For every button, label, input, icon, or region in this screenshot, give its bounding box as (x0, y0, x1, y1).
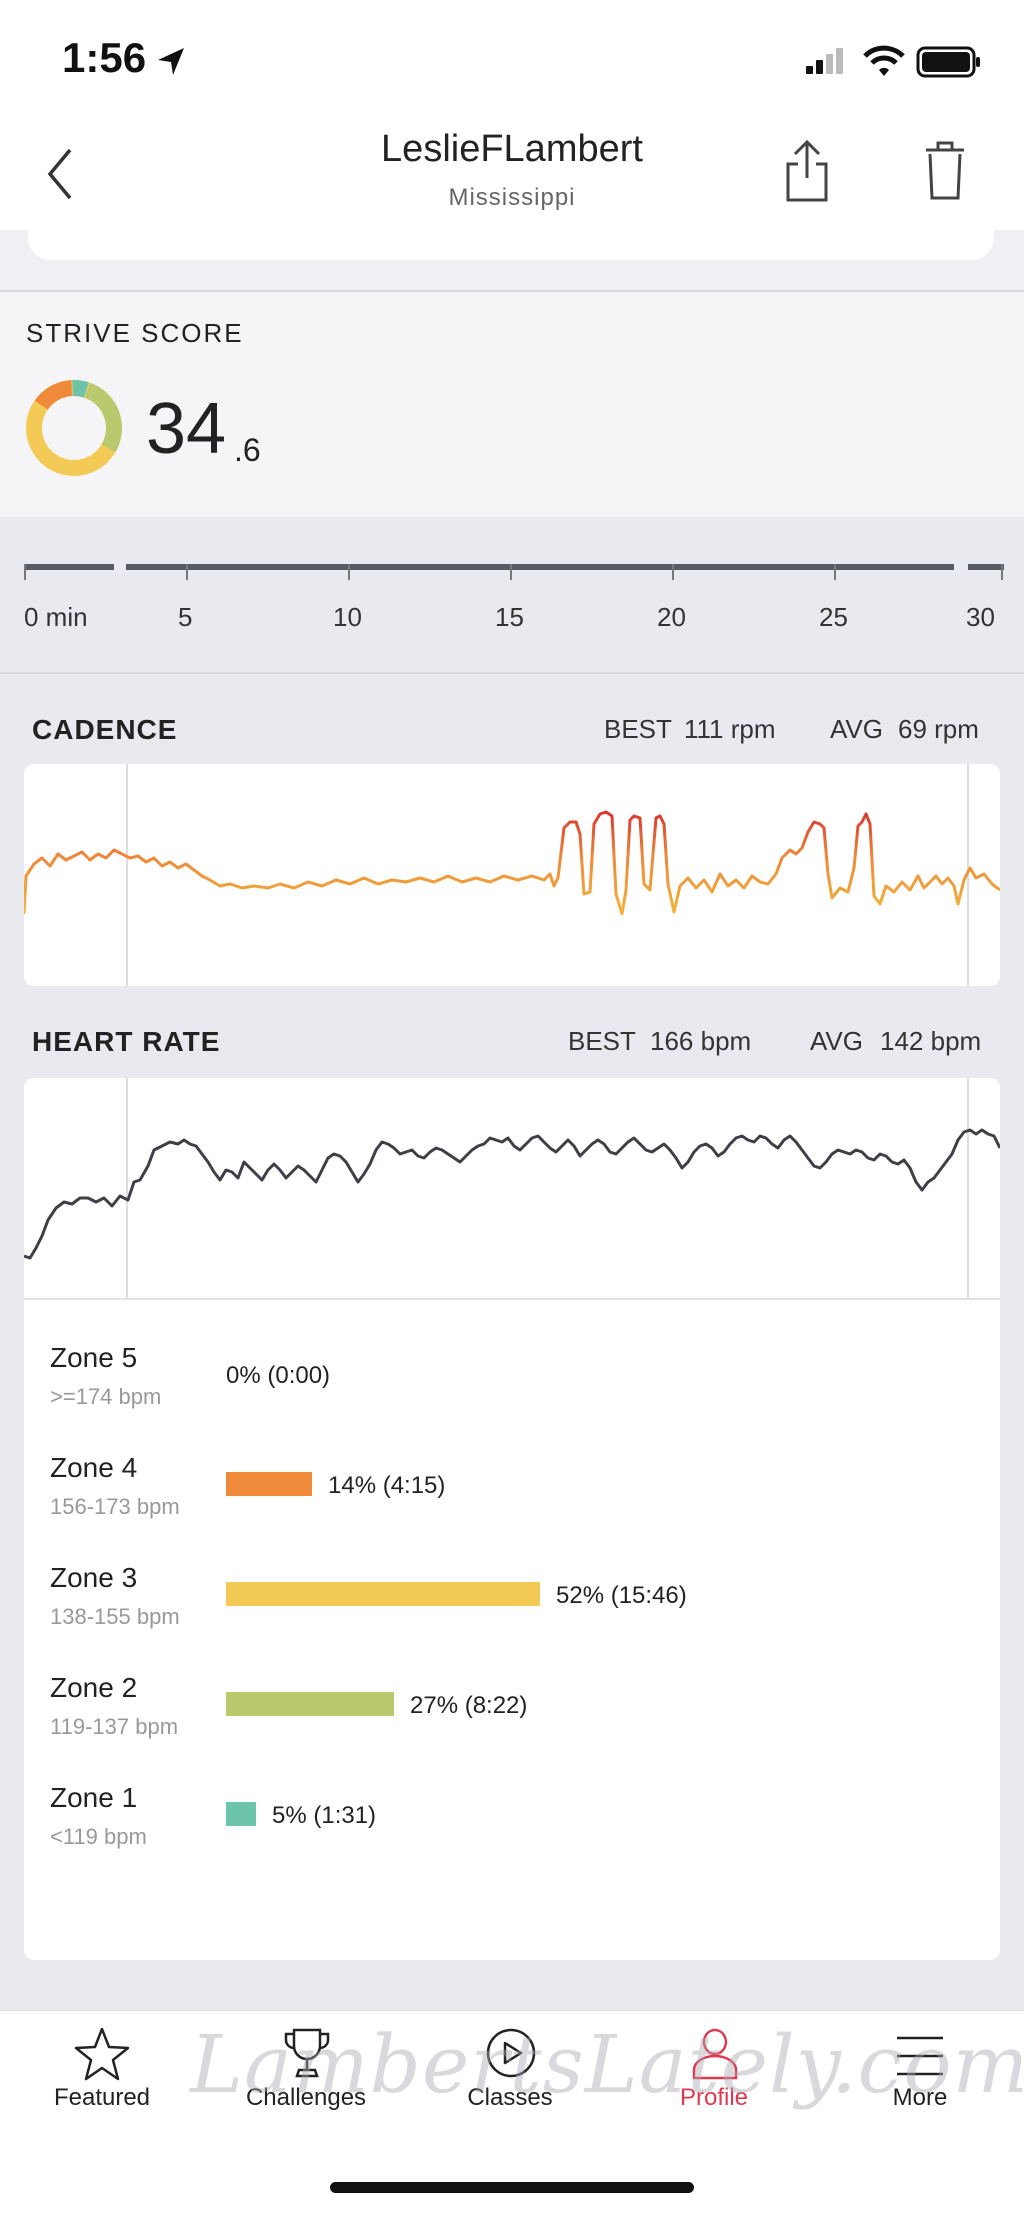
zone-1-name: Zone 1 (50, 1782, 138, 1813)
zone-4-range: 156-173 bpm (50, 1494, 180, 1519)
page-title: LeslieFLambert (381, 128, 643, 170)
home-indicator[interactable] (330, 2182, 694, 2193)
cadence-title: CADENCE (32, 714, 178, 745)
nav-featured[interactable] (22, 2022, 182, 2132)
nav-featured-label: Featured (53, 2084, 151, 2111)
cadence-best-value: 111 rpm (684, 714, 776, 744)
strive-score-decimal: .6 (234, 432, 261, 468)
play-circle-icon (486, 2028, 536, 2078)
strive-score-section (0, 290, 1024, 517)
page-subtitle: Mississippi (448, 184, 576, 211)
strive-score-donut (26, 380, 122, 476)
zone-3-name: Zone 3 (50, 1562, 138, 1593)
hr-avg-label: AVG (810, 1026, 863, 1056)
hamburger-menu-icon (897, 2036, 943, 2076)
timeline-tick: 20 (657, 602, 686, 632)
cadence-avg-label: AVG (830, 714, 883, 744)
timeline-tick: 0 min (24, 602, 88, 632)
divider (0, 672, 1024, 674)
zone-4-bar (226, 1472, 312, 1496)
heart-rate-chart (24, 1078, 1000, 1300)
workout-timeline (24, 564, 1004, 580)
zone-1-bar (226, 1802, 256, 1826)
nav-more-label: More (892, 2084, 948, 2111)
status-time: 1:56 (62, 34, 147, 81)
heart-rate-line (24, 1128, 1000, 1260)
zone-2-bar (226, 1692, 394, 1716)
zone-4-percent: 14% (4:15) (328, 1472, 446, 1499)
zone-3-range: 138-155 bpm (50, 1604, 180, 1629)
cadence-chart (24, 764, 1000, 986)
zone-2-name: Zone 2 (50, 1672, 138, 1703)
signal-icon (806, 48, 843, 74)
back-chevron-icon[interactable] (44, 146, 76, 202)
cadence-avg-value: 69 rpm (898, 714, 979, 744)
watermark: LambertsLately.com (190, 2018, 1024, 2111)
timeline-tick: 10 (333, 602, 362, 632)
zone-3-percent: 52% (15:46) (556, 1582, 687, 1609)
previous-card-edge (28, 230, 994, 260)
strive-score-value: 34 (146, 389, 227, 469)
nav-more[interactable] (840, 2022, 1000, 2132)
timeline-tick: 15 (495, 602, 524, 632)
nav-classes[interactable] (430, 2022, 590, 2132)
nav-challenges-label: Challenges (245, 2084, 367, 2111)
strive-score-label: STRIVE SCORE (26, 318, 244, 348)
zone-1-range: <119 bpm (50, 1824, 147, 1849)
cadence-chart-panel (24, 764, 1000, 986)
trash-icon[interactable] (922, 138, 968, 202)
zone-1-percent: 5% (1:31) (272, 1802, 377, 1829)
hr-best-label: BEST (568, 1026, 636, 1056)
zone-5-name: Zone 5 (50, 1342, 138, 1373)
zone-5-percent: 0% (0:00) (226, 1362, 331, 1389)
nav-profile-label: Profile (679, 2084, 749, 2111)
hr-best-value: 166 bpm (650, 1026, 752, 1056)
zone-2-percent: 27% (8:22) (410, 1692, 528, 1719)
zone-5-range: >=174 bpm (50, 1384, 162, 1409)
nav-challenges[interactable] (226, 2022, 386, 2132)
nav-classes-label: Classes (467, 2084, 553, 2111)
cadence-best-label: BEST (604, 714, 672, 744)
app-header (0, 120, 1024, 230)
location-arrow-icon (158, 48, 184, 75)
wifi-icon (863, 45, 905, 76)
zone-3-bar (226, 1582, 540, 1606)
heart-rate-panel (24, 1078, 1000, 1960)
share-icon[interactable] (784, 138, 830, 204)
nav-profile[interactable] (634, 2022, 794, 2132)
zone-4-name: Zone 4 (50, 1452, 138, 1483)
timeline-tick: 30 (966, 602, 995, 632)
cadence-line (24, 810, 1000, 916)
zone-2-range: 119-137 bpm (50, 1714, 179, 1739)
star-icon (74, 2027, 130, 2081)
timeline-tick: 25 (819, 602, 848, 632)
battery-icon (916, 46, 980, 78)
hr-avg-value: 142 bpm (880, 1026, 982, 1056)
trophy-icon (284, 2028, 330, 2078)
heart-rate-title: HEART RATE (32, 1026, 221, 1057)
profile-icon (692, 2028, 738, 2080)
timeline-tick: 5 (178, 602, 193, 632)
